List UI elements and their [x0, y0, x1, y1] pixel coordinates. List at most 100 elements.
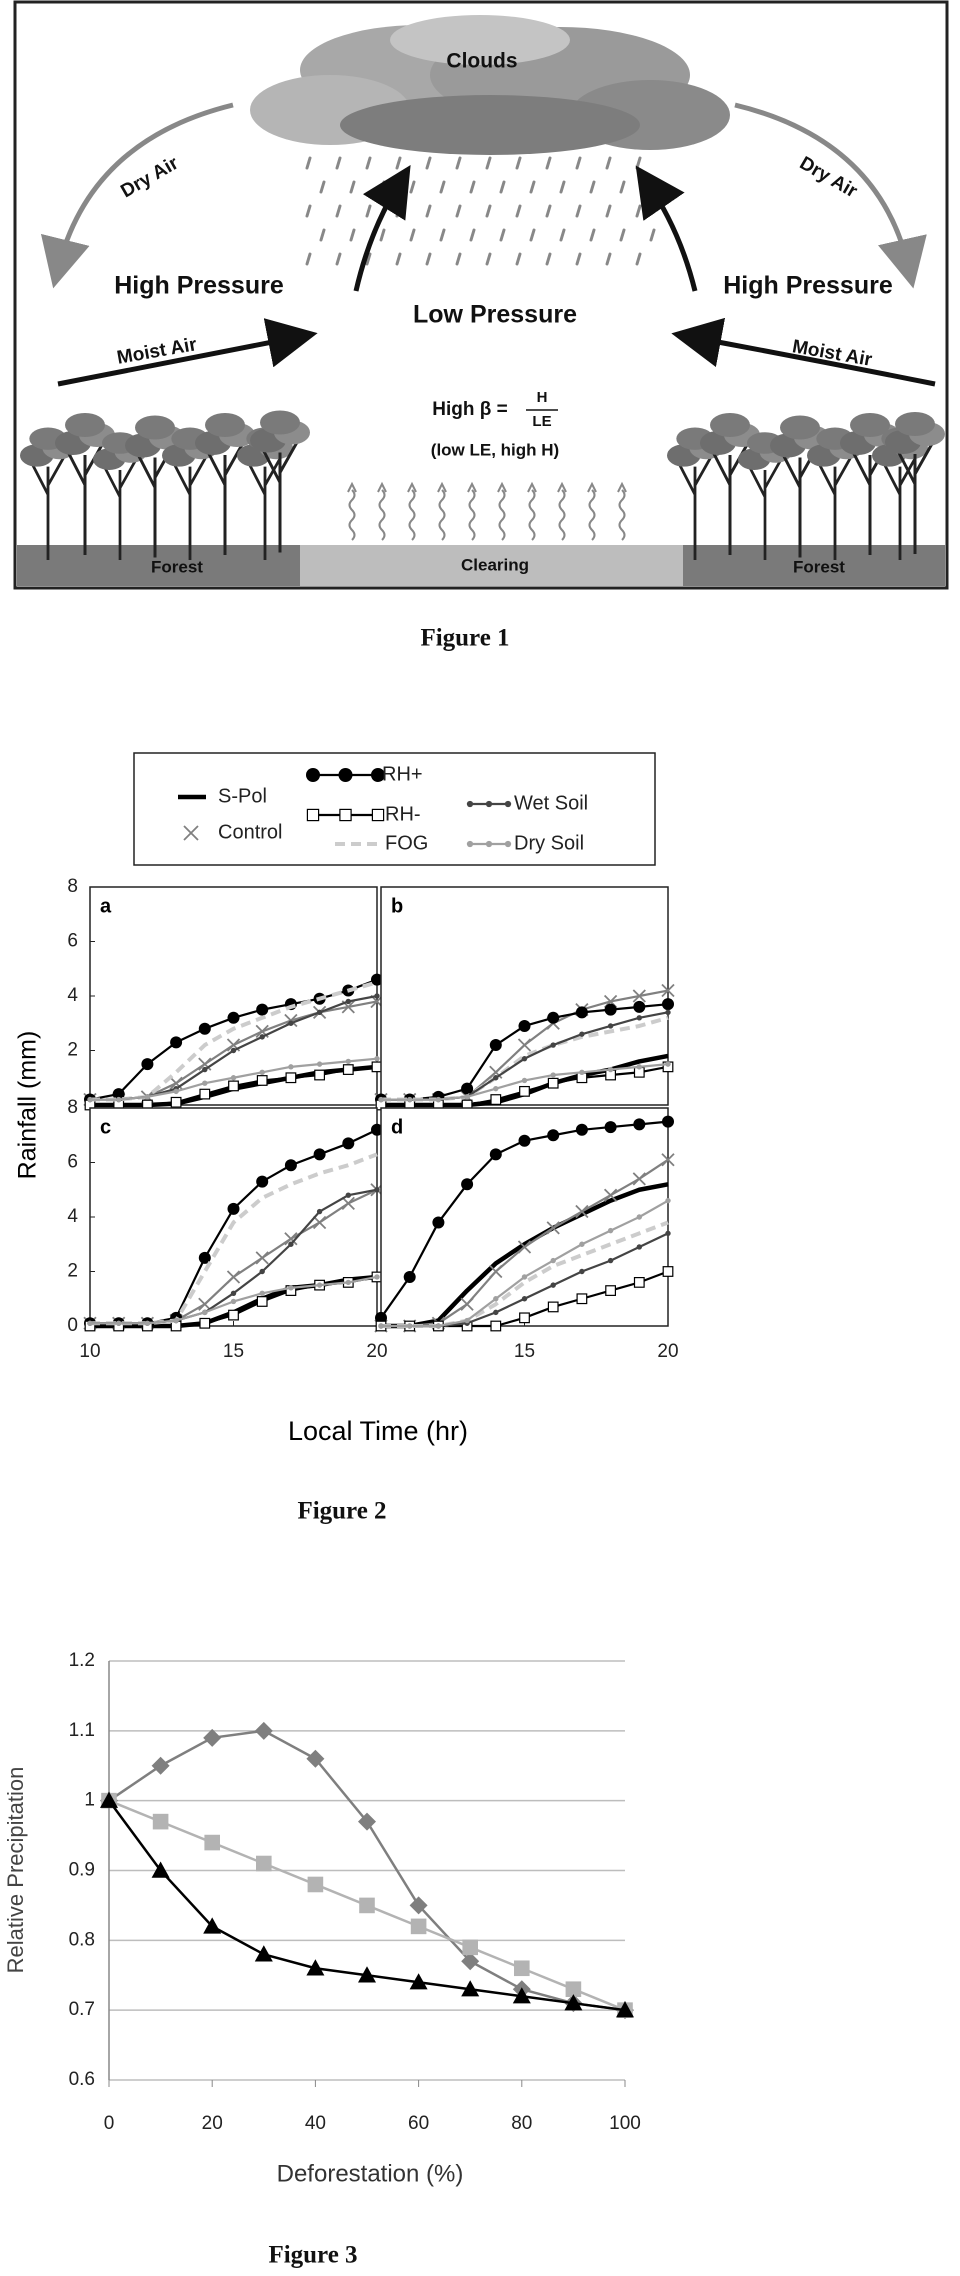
point	[546, 1221, 560, 1235]
series-line	[381, 1182, 669, 1329]
point	[202, 1309, 208, 1316]
point	[461, 1082, 474, 1095]
legend-label: Wet Soil	[514, 792, 588, 814]
legend-marker	[504, 840, 512, 848]
point	[358, 1812, 376, 1831]
raindrop	[439, 180, 446, 194]
y-tick-label: 1	[84, 1790, 95, 1811]
point	[521, 1055, 528, 1062]
point	[227, 1202, 240, 1215]
point	[152, 1813, 169, 1830]
point	[603, 1188, 618, 1202]
point	[519, 1085, 530, 1097]
raindrop	[605, 252, 612, 266]
point	[604, 1003, 617, 1016]
point	[493, 1296, 499, 1302]
series-line	[90, 980, 378, 1102]
legend-marker	[371, 768, 385, 782]
panel-label: a	[100, 895, 112, 917]
y-axis-label: Relative Precipitation	[3, 1767, 28, 1974]
point	[512, 1987, 531, 2004]
legend-marker	[338, 768, 353, 782]
point	[665, 1230, 671, 1237]
y-tick-label: 4	[67, 1206, 78, 1227]
series-line	[381, 1220, 669, 1328]
point	[141, 1058, 154, 1071]
point	[661, 983, 675, 998]
raindrop	[545, 252, 552, 266]
x-tick-label: 20	[202, 2113, 223, 2134]
beta-label: High β =	[432, 399, 507, 420]
point	[259, 1034, 265, 1040]
rain	[305, 156, 656, 266]
forest-label: Forest	[151, 557, 203, 576]
panel-label: b	[391, 895, 403, 917]
point	[87, 1096, 93, 1103]
raindrop	[319, 180, 326, 194]
beta-note: (low LE, high H)	[431, 440, 559, 459]
heat-squiggle	[438, 489, 446, 541]
point	[661, 1153, 675, 1167]
point	[345, 1192, 351, 1198]
legend-label: RH+	[382, 763, 423, 785]
point	[151, 1756, 170, 1775]
legend-marker	[306, 808, 320, 822]
raindrop	[469, 180, 476, 194]
legend-marker	[466, 840, 474, 848]
point	[604, 1121, 617, 1134]
point	[307, 1876, 324, 1893]
point	[316, 1061, 323, 1067]
point	[87, 1320, 93, 1326]
figure-1: Clouds Dry Air Dry Air High Pressure Hig…	[13, 0, 949, 590]
point	[461, 1952, 480, 1971]
point	[198, 1251, 211, 1264]
x-tick-label: 0	[104, 2113, 115, 2134]
raindrop	[515, 204, 522, 218]
raindrop	[455, 204, 462, 218]
point	[493, 1075, 499, 1081]
point	[493, 1309, 499, 1316]
heat-arrowhead	[437, 481, 447, 493]
raindrop	[589, 180, 596, 194]
point	[112, 1088, 125, 1101]
point	[199, 1088, 211, 1100]
point	[202, 1066, 208, 1073]
panel-frame	[380, 886, 669, 1106]
dry-air-arrow	[734, 102, 927, 289]
heat-arrowhead	[467, 481, 477, 493]
point	[636, 1064, 642, 1070]
raindrop	[305, 252, 312, 266]
figure-caption: Figure 1	[420, 625, 509, 652]
point	[547, 1301, 559, 1313]
y-tick-label: 0.7	[69, 1999, 95, 2020]
heat-squiggle	[378, 489, 386, 541]
raindrop	[305, 204, 312, 218]
x-tick-label: 80	[511, 2113, 532, 2134]
y-tick-label: 2	[67, 1040, 78, 1061]
point	[489, 1039, 502, 1052]
point	[550, 1282, 556, 1288]
legend-label: Control	[218, 821, 282, 843]
point	[607, 1066, 614, 1073]
point	[226, 1270, 241, 1284]
point	[547, 1129, 560, 1142]
raindrop	[305, 156, 312, 170]
clearing-label: Clearing	[461, 555, 529, 574]
point	[521, 1296, 528, 1302]
legend-marker	[371, 808, 385, 822]
point	[316, 1009, 323, 1016]
cloud-part	[340, 95, 640, 155]
point	[203, 1917, 222, 1934]
point	[173, 1317, 179, 1324]
y-tick-label: 0	[67, 1315, 78, 1336]
point	[579, 1268, 585, 1275]
point	[288, 1064, 294, 1070]
point	[435, 1323, 442, 1329]
cloud-part	[390, 15, 570, 65]
point	[288, 1285, 294, 1291]
point	[403, 1270, 416, 1283]
y-tick-label: 2	[67, 1261, 78, 1282]
raindrop	[649, 228, 656, 242]
point	[579, 1031, 585, 1037]
point	[636, 1214, 642, 1220]
